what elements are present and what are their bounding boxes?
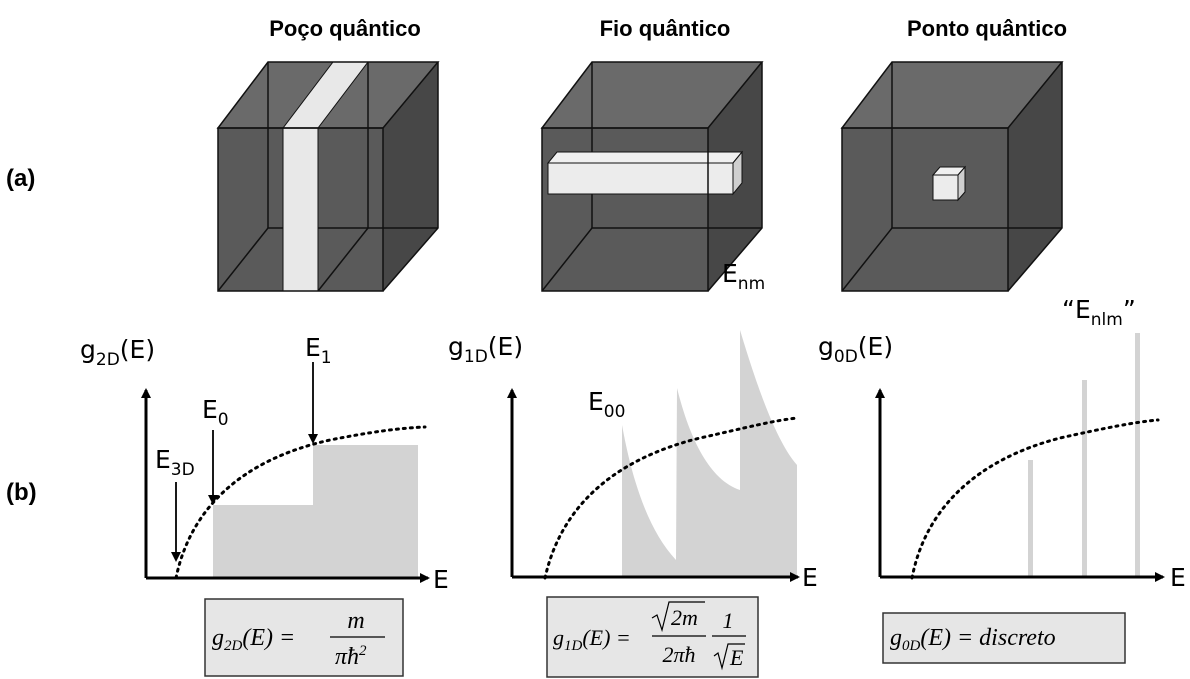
cube-well <box>216 61 440 292</box>
label-sub: 00 <box>604 402 626 422</box>
label-sub: 3D <box>171 460 195 480</box>
annotation: E00 <box>588 387 625 422</box>
label-base: E <box>155 445 171 474</box>
label-sub: 0 <box>218 410 229 430</box>
energy-label: “Enlm” <box>1062 295 1136 330</box>
formula-lhs: g1D(E) = <box>553 625 631 654</box>
label-sub: nm <box>738 274 765 294</box>
label-sub: 1D <box>464 347 488 367</box>
f-tail: (E) = <box>242 625 295 651</box>
graph-2d <box>141 362 430 583</box>
formula-lhs: g2D(E) = <box>212 625 295 654</box>
f-tail: (E) = <box>582 625 630 650</box>
label-close: ” <box>1123 295 1136 324</box>
f-base: g <box>890 625 902 651</box>
label-base: g <box>818 332 834 361</box>
f-num: 2m <box>671 605 698 630</box>
f-den-base: πħ <box>335 644 359 670</box>
x-label: E <box>802 563 818 592</box>
x-label: E <box>1170 563 1186 592</box>
label-base: E <box>1075 295 1091 324</box>
title: Ponto quântico <box>907 16 1067 41</box>
label-sub: 0D <box>834 347 858 367</box>
f-sub: 0D <box>902 638 921 654</box>
annotation: E3D <box>155 445 195 480</box>
cube-dot <box>840 61 1064 292</box>
label-base: E <box>588 387 604 416</box>
label-tail: (E) <box>858 332 893 361</box>
row-label: (b) <box>6 479 37 506</box>
graph-1d <box>507 330 800 582</box>
f-base: g <box>553 625 564 650</box>
formula-box <box>882 612 1126 664</box>
x-label: E <box>433 565 449 594</box>
title: Fio quântico <box>600 16 731 41</box>
f-num: m <box>347 608 364 634</box>
label-sub: 1 <box>321 348 332 368</box>
f-sub: 1D <box>564 638 583 654</box>
annotation: E1 <box>305 333 332 368</box>
label-base: E <box>305 333 321 362</box>
annotation: E0 <box>202 395 229 430</box>
row-label: (a) <box>6 165 35 192</box>
f-den: E <box>729 645 744 670</box>
f-den: πħ2 <box>335 643 367 670</box>
f-base: g <box>212 625 224 651</box>
label-tail: (E) <box>120 335 155 364</box>
label-base: g <box>80 335 96 364</box>
y-label: g1D(E) <box>448 332 523 367</box>
label-base: g <box>448 332 464 361</box>
label-base: E <box>722 259 738 288</box>
label-tail: (E) <box>488 332 523 361</box>
f-sup: 2 <box>359 643 367 659</box>
title: Poço quântico <box>269 16 421 41</box>
f-tail: (E) = discreto <box>920 625 1055 651</box>
label-sub: nlm <box>1091 310 1123 330</box>
graph-0d <box>875 333 1165 582</box>
label-open: “ <box>1062 295 1075 324</box>
energy-label: Enm <box>722 259 765 294</box>
formula-lhs: g0D(E) = discreto <box>890 625 1056 654</box>
y-label: g0D(E) <box>818 332 893 367</box>
label-base: E <box>202 395 218 424</box>
label-sub: 2D <box>96 350 120 370</box>
f-num: 1 <box>723 608 734 633</box>
f-sub: 2D <box>224 638 243 654</box>
cube-wire <box>540 61 764 292</box>
f-den: 2πħ <box>662 642 695 667</box>
y-label: g2D(E) <box>80 335 155 370</box>
